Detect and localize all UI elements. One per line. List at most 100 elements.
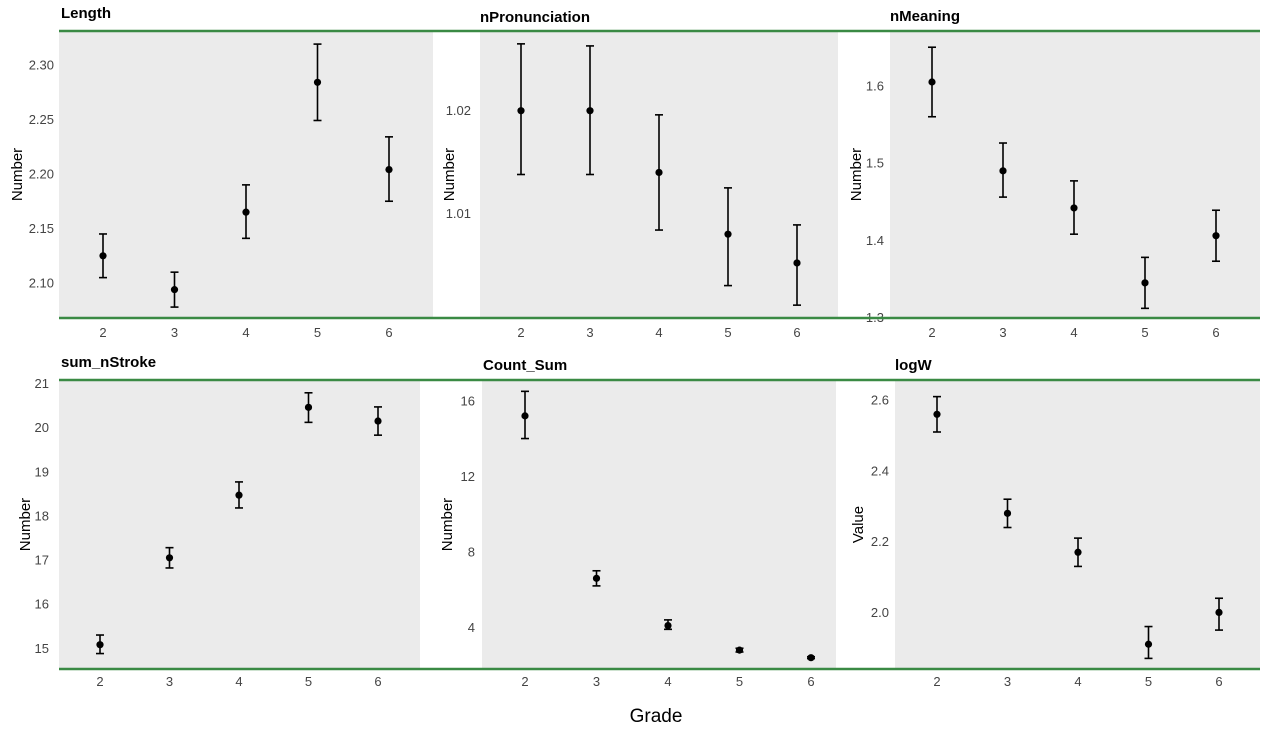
y-tick-label: 17 (35, 553, 49, 568)
x-tick-label: 6 (374, 674, 381, 689)
panel-background (482, 380, 836, 669)
y-tick-label: 1.5 (866, 156, 884, 171)
panel-title: Length (61, 5, 111, 22)
x-tick-label: 3 (593, 674, 600, 689)
y-tick-label: 16 (35, 597, 49, 612)
y-axis-label: Value (850, 506, 867, 543)
panel-background (890, 31, 1260, 318)
data-point (1074, 548, 1082, 556)
panel-4: sum_nStroke Number 15 16 17 18 19 20 21 2 3 4 5 6 (17, 354, 420, 689)
data-point (1141, 279, 1149, 287)
data-point (235, 491, 243, 499)
y-tick-label: 21 (35, 376, 49, 391)
y-tick-label: 8 (468, 544, 475, 559)
y-tick-label: 2.4 (871, 463, 889, 478)
x-tick-label: 3 (586, 325, 593, 340)
y-tick-label: 2.30 (29, 57, 54, 72)
x-tick-label: 3 (166, 674, 173, 689)
x-tick-label: 5 (736, 674, 743, 689)
panel-background (59, 31, 433, 318)
x-tick-label: 4 (664, 674, 671, 689)
panel-2: nPronunciation Number 1.01 1.02 2 3 4 5 6 (441, 9, 838, 340)
data-point (793, 259, 801, 267)
y-axis-label: Number (441, 148, 458, 201)
data-point (313, 78, 322, 86)
data-point (242, 208, 250, 216)
x-tick-label: 6 (385, 325, 392, 340)
data-point (655, 168, 663, 177)
x-tick-label: 5 (305, 674, 312, 689)
data-point (99, 252, 107, 260)
y-tick-label: 1.4 (866, 233, 884, 248)
data-point (807, 654, 815, 662)
y-axis-label: Number (848, 148, 865, 201)
y-tick-label: 2.10 (29, 276, 54, 291)
data-point (1212, 232, 1220, 240)
x-tick-label: 6 (1212, 325, 1219, 340)
data-point (521, 412, 529, 420)
data-point (592, 574, 601, 582)
panel-title: Count_Sum (483, 357, 567, 374)
x-tick-label: 4 (1070, 325, 1077, 340)
x-tick-label: 2 (96, 674, 103, 689)
x-tick-label: 5 (1141, 325, 1148, 340)
data-point (1070, 204, 1078, 212)
data-point (96, 641, 104, 649)
panels-group: Length Number 2.10 2.15 2.20 2.2 5 2.30 2 3 4 5 6 nPr… (9, 5, 1260, 689)
y-axis-label: Number (9, 148, 26, 201)
data-point (1144, 640, 1153, 648)
y-tick-label: 16 (461, 393, 475, 408)
data-point (933, 410, 941, 418)
y-tick-label: 2.6 (871, 393, 889, 408)
x-tick-label: 2 (517, 325, 524, 340)
data-point (928, 78, 936, 86)
panel-rules-group (59, 29, 1260, 671)
panel-background (59, 380, 420, 669)
x-tick-label: 4 (235, 674, 242, 689)
data-point (374, 417, 382, 425)
y-tick-label: 15 (35, 641, 49, 656)
figure-x-axis-label: Grade (630, 706, 683, 727)
x-tick-label: 4 (1074, 674, 1081, 689)
y-tick-label: 12 (461, 469, 475, 484)
y-tick-label: 20 (35, 420, 49, 435)
data-point (1003, 509, 1012, 517)
data-point (586, 107, 594, 115)
data-point (385, 165, 393, 174)
y-tick-label: 2.15 (29, 221, 54, 236)
data-point (1215, 608, 1223, 617)
y-tick-label: 1.02 (446, 103, 471, 118)
panel-1: Length Number 2.10 2.15 2.20 2.25 2.30 2 3 4 5 6 (9, 5, 433, 340)
x-tick-label: 5 (314, 325, 321, 340)
x-tick-label: 3 (1004, 674, 1011, 689)
x-tick-label: 2 (933, 674, 940, 689)
y-tick-label: 2.2 (871, 534, 889, 549)
x-tick-label: 3 (999, 325, 1006, 340)
y-axis-label: Number (439, 498, 456, 551)
x-tick-label: 5 (1145, 674, 1152, 689)
data-point (724, 230, 732, 238)
x-tick-label: 6 (807, 674, 814, 689)
panel-5: Count_Sum Number 4 8 12 16 2 3 4 5 6 (439, 357, 836, 689)
panel-title: logW (895, 357, 932, 374)
data-point (170, 286, 179, 294)
x-tick-label: 6 (1215, 674, 1222, 689)
x-tick-label: 4 (655, 325, 662, 340)
data-point (517, 107, 525, 115)
panel-title: nPronunciation (480, 9, 590, 26)
y-tick-label: 1.01 (446, 206, 471, 221)
y-tick-label: 2.20 (29, 166, 54, 181)
panel-title: sum_nStroke (61, 354, 156, 371)
data-point (999, 167, 1007, 175)
panel-title: nMeaning (890, 8, 960, 25)
y-tick-label: 2.0 (871, 605, 889, 620)
data-point (165, 554, 174, 562)
data-point (304, 403, 313, 411)
x-tick-label: 2 (99, 325, 106, 340)
y-tick-label: 18 (35, 508, 49, 523)
y-axis-label: Number (17, 498, 34, 551)
y-tick-label: 19 (35, 464, 49, 479)
x-tick-label: 5 (724, 325, 731, 340)
